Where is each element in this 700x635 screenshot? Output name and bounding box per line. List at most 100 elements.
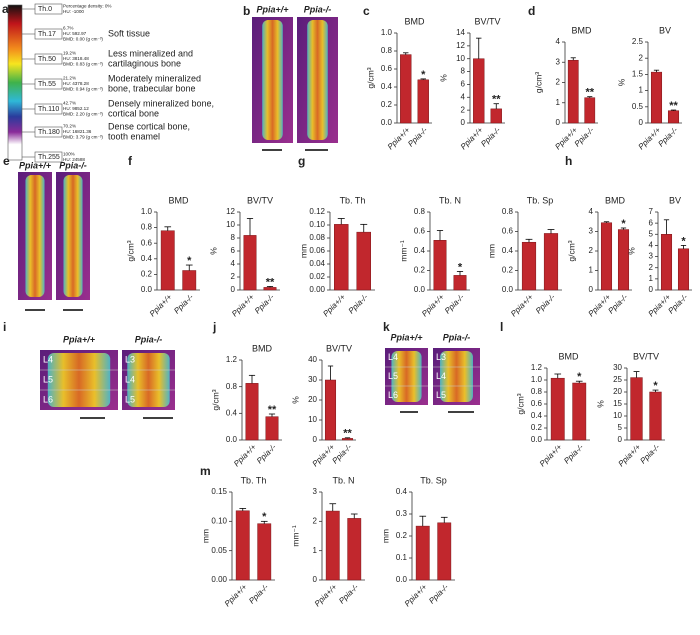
chart-title: BV/TV <box>474 16 500 26</box>
vertebra-label: L4 <box>436 371 446 381</box>
vertebra-label: L4 <box>125 374 135 384</box>
y-tick-label: 0.00 <box>211 575 227 584</box>
y-axis-label: g/cm³ <box>533 72 543 93</box>
y-axis-label: mm <box>200 529 210 543</box>
significance: * <box>421 69 426 81</box>
y-tick-label: 0.4 <box>502 246 514 255</box>
y-tick-label: 10 <box>613 411 622 420</box>
threshold-stats: Percentage density: 0% <box>63 3 112 8</box>
y-tick-label: 4 <box>589 207 594 216</box>
y-tick-label: 2 <box>461 105 466 114</box>
bone-shape <box>391 351 422 402</box>
x-tick-label: Ppia-/- <box>172 292 195 315</box>
y-tick-label: 1 <box>556 98 561 107</box>
y-tick-label: 3 <box>589 227 594 236</box>
bar <box>550 377 565 441</box>
bone-shape <box>440 351 473 402</box>
x-tick-label: Ppia-/- <box>347 292 370 315</box>
x-tick-label: Ppia+/+ <box>587 292 613 318</box>
x-tick-label: Ppia+/+ <box>386 125 412 151</box>
x-tick-label: Ppia-/- <box>656 125 679 148</box>
threshold-stats: HU: 3818.48 <box>63 56 89 61</box>
threshold-stats: 100% <box>63 151 75 156</box>
bar <box>325 510 340 581</box>
chart-title: BV/TV <box>326 343 352 353</box>
x-tick-label: Ppia-/- <box>479 125 502 148</box>
significance: ** <box>266 276 275 288</box>
threshold-stats: HU: 9852.12 <box>63 106 89 111</box>
vertebra-label: L5 <box>43 374 53 384</box>
threshold-description: cartilaginous bone <box>108 58 181 68</box>
panel-label: k <box>383 320 390 334</box>
threshold-box <box>34 28 63 40</box>
genotype-label: Ppia-/- <box>135 334 163 344</box>
x-tick-label: Ppia+/+ <box>637 125 663 151</box>
threshold-description: Densely mineralized bone, <box>108 98 214 108</box>
y-tick-label: 0.06 <box>309 246 325 255</box>
chart-title: BMD <box>605 195 626 205</box>
x-tick-label: Ppia-/- <box>534 292 557 315</box>
bar <box>235 510 250 581</box>
y-tick-label: 0.5 <box>632 102 644 111</box>
panel-label: l <box>500 320 503 334</box>
y-tick-label: 0.3 <box>396 509 408 518</box>
x-tick-label: Ppia-/- <box>253 292 276 315</box>
significance: ** <box>492 94 501 106</box>
chart-title: Tb. Sp <box>420 475 447 485</box>
y-axis-label: mm <box>298 244 308 258</box>
genotype-label: Ppia+/+ <box>390 332 423 342</box>
significance: ** <box>343 428 352 440</box>
y-tick-label: 40 <box>308 355 317 364</box>
genotype-label: Ppia+/+ <box>256 4 289 14</box>
bar <box>600 222 613 291</box>
y-tick-label: 0.2 <box>502 266 514 275</box>
y-tick-label: 8 <box>461 67 466 76</box>
x-tick-label: Ppia+/+ <box>313 582 339 608</box>
threshold-stats: 19.2% <box>63 51 76 56</box>
y-tick-label: 0 <box>639 118 644 127</box>
x-tick-label: Ppia+/+ <box>509 292 535 318</box>
y-tick-label: 10 <box>308 415 317 424</box>
y-tick-label: 0.2 <box>396 531 408 540</box>
y-tick-label: 1 <box>639 86 644 95</box>
y-tick-label: 0.8 <box>141 223 153 232</box>
y-axis-label: % <box>438 74 448 82</box>
panel-label: h <box>565 154 572 168</box>
panel-label: i <box>3 320 6 334</box>
y-tick-label: 2 <box>649 263 654 272</box>
y-tick-label: 0 <box>556 118 561 127</box>
y-tick-label: 0.05 <box>211 546 227 555</box>
threshold-stats: HU: -1000 <box>63 9 84 14</box>
y-tick-label: 0 <box>589 285 594 294</box>
vertebra-label: L5 <box>125 394 135 404</box>
bar <box>567 59 579 124</box>
threshold-label: Th.50 <box>38 56 56 63</box>
y-tick-label: 1.2 <box>226 355 238 364</box>
x-tick-label: Ppia-/- <box>573 125 596 148</box>
x-tick-label: Ppia-/- <box>330 442 353 465</box>
bar <box>490 108 502 124</box>
panel-label: d <box>528 4 535 18</box>
x-tick-label: Ppia+/+ <box>311 442 337 468</box>
y-tick-label: 0.4 <box>226 408 238 417</box>
y-tick-label: 3 <box>313 487 318 496</box>
y-tick-label: 20 <box>308 395 317 404</box>
panel-label: g <box>298 154 305 168</box>
bar <box>584 97 596 124</box>
y-tick-label: 0.2 <box>141 270 153 279</box>
significance: * <box>262 511 267 523</box>
threshold-label: Th.55 <box>38 81 56 88</box>
y-tick-label: 1.0 <box>141 207 153 216</box>
threshold-stats: HU: 24588 <box>63 157 85 162</box>
y-tick-label: 1 <box>313 546 318 555</box>
panel-label: b <box>243 4 250 18</box>
genotype-label: Ppia+/+ <box>19 160 52 170</box>
y-tick-label: 0.0 <box>226 435 238 444</box>
bar <box>667 110 680 124</box>
y-tick-label: 0.04 <box>309 259 325 268</box>
x-tick-label: Ppia+/+ <box>420 292 446 318</box>
y-tick-label: 0.0 <box>396 575 408 584</box>
panel-label: j <box>212 320 216 334</box>
y-tick-label: 0 <box>231 285 236 294</box>
